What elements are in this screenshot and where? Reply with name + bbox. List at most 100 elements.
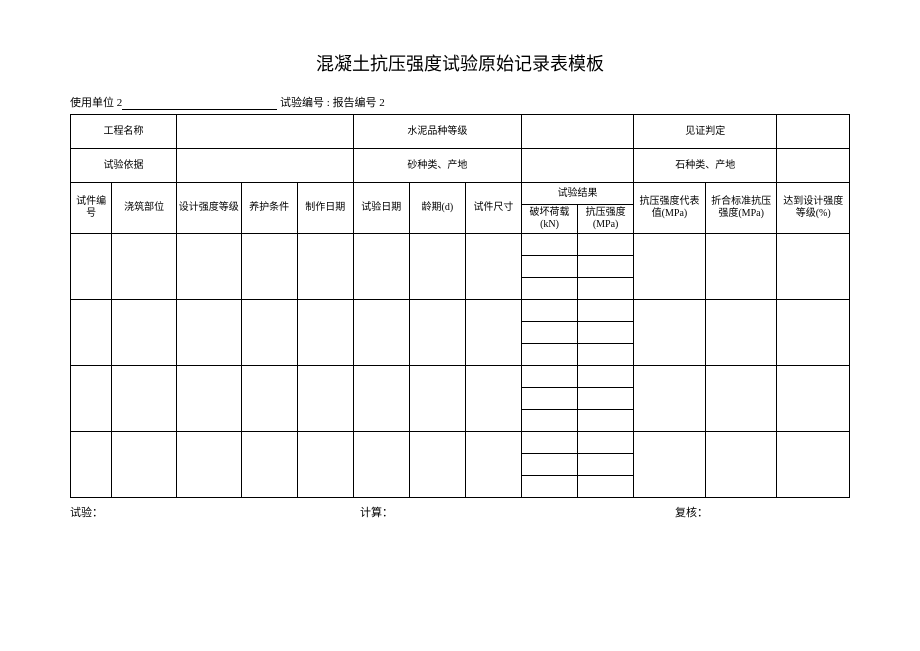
label-witness: 见证判定 bbox=[634, 115, 777, 149]
cell bbox=[297, 234, 353, 300]
cell bbox=[353, 234, 409, 300]
cell bbox=[176, 234, 241, 300]
footer-test: 试验： bbox=[70, 504, 360, 520]
footer-line: 试验： 计算： 复核： bbox=[70, 504, 850, 520]
footer-calc: 计算： bbox=[360, 504, 675, 520]
cell bbox=[521, 322, 577, 344]
val-stone bbox=[777, 149, 850, 183]
cell bbox=[521, 432, 577, 454]
cell bbox=[578, 322, 634, 344]
cell bbox=[465, 366, 521, 432]
label-sand: 砂种类、产地 bbox=[353, 149, 521, 183]
cell bbox=[578, 388, 634, 410]
cell bbox=[465, 432, 521, 498]
cell bbox=[521, 344, 577, 366]
hdr-reach-pct: 达到设计强度等级(%) bbox=[777, 183, 850, 234]
cell bbox=[176, 366, 241, 432]
hdr-spec-size: 试件尺寸 bbox=[465, 183, 521, 234]
cell bbox=[112, 432, 177, 498]
record-table: 工程名称 水泥品种等级 见证判定 试验依据 砂种类、产地 石种类、产地 试件编号… bbox=[70, 114, 850, 498]
cell bbox=[176, 432, 241, 498]
cell bbox=[634, 366, 706, 432]
cell bbox=[71, 432, 112, 498]
cell bbox=[578, 476, 634, 498]
cell bbox=[112, 234, 177, 300]
val-witness bbox=[777, 115, 850, 149]
cell bbox=[634, 234, 706, 300]
unit-label: 使用单位 2 bbox=[70, 97, 122, 109]
cell bbox=[578, 256, 634, 278]
cell bbox=[241, 234, 297, 300]
cell bbox=[409, 366, 465, 432]
label-project-name: 工程名称 bbox=[71, 115, 177, 149]
cell bbox=[241, 300, 297, 366]
hdr-pour-part: 浇筑部位 bbox=[112, 183, 177, 234]
cell bbox=[409, 300, 465, 366]
cell bbox=[705, 432, 777, 498]
hdr-test-date: 试验日期 bbox=[353, 183, 409, 234]
cell bbox=[521, 234, 577, 256]
hdr-comp-strength: 抗压强度(MPa) bbox=[578, 205, 634, 234]
cell bbox=[521, 388, 577, 410]
cell bbox=[409, 234, 465, 300]
cell bbox=[71, 234, 112, 300]
cell bbox=[521, 300, 577, 322]
cell bbox=[465, 234, 521, 300]
cell bbox=[705, 234, 777, 300]
cell bbox=[578, 344, 634, 366]
val-test-basis bbox=[176, 149, 353, 183]
cell bbox=[521, 256, 577, 278]
label-cement-grade: 水泥品种等级 bbox=[353, 115, 521, 149]
cell bbox=[521, 454, 577, 476]
cell bbox=[578, 432, 634, 454]
hdr-result-group: 试验结果 bbox=[521, 183, 633, 205]
cell bbox=[353, 366, 409, 432]
cell bbox=[297, 366, 353, 432]
hdr-design-grade: 设计强度等级 bbox=[176, 183, 241, 234]
unit-underline bbox=[122, 109, 277, 110]
label-test-basis: 试验依据 bbox=[71, 149, 177, 183]
cell bbox=[777, 432, 850, 498]
footer-review: 复核： bbox=[675, 504, 850, 520]
hdr-rep-val: 抗压强度代表值(MPa) bbox=[634, 183, 706, 234]
cell bbox=[705, 300, 777, 366]
cell bbox=[777, 300, 850, 366]
report-no-label: 报告编号 2 bbox=[333, 97, 385, 109]
hdr-std-comp: 折合标准抗压强度(MPa) bbox=[705, 183, 777, 234]
cell bbox=[112, 366, 177, 432]
cell bbox=[578, 366, 634, 388]
cell bbox=[705, 366, 777, 432]
cell bbox=[353, 432, 409, 498]
cell bbox=[634, 300, 706, 366]
hdr-make-date: 制作日期 bbox=[297, 183, 353, 234]
cell bbox=[578, 300, 634, 322]
cell bbox=[521, 476, 577, 498]
hdr-fail-load: 破坏荷载(kN) bbox=[521, 205, 577, 234]
val-sand bbox=[521, 149, 633, 183]
cell bbox=[578, 410, 634, 432]
cell bbox=[241, 366, 297, 432]
cell bbox=[297, 300, 353, 366]
cell bbox=[634, 432, 706, 498]
test-no-label: 试验编号 : bbox=[280, 97, 330, 109]
cell bbox=[521, 366, 577, 388]
val-cement-grade bbox=[521, 115, 633, 149]
cell bbox=[521, 410, 577, 432]
hdr-spec-no: 试件编号 bbox=[71, 183, 112, 234]
cell bbox=[71, 300, 112, 366]
cell bbox=[578, 234, 634, 256]
cell bbox=[465, 300, 521, 366]
cell bbox=[578, 278, 634, 300]
cell bbox=[71, 366, 112, 432]
meta-line: 使用单位 2 试验编号 : 报告编号 2 bbox=[70, 94, 850, 110]
cell bbox=[176, 300, 241, 366]
cell bbox=[112, 300, 177, 366]
cell bbox=[353, 300, 409, 366]
val-project-name bbox=[176, 115, 353, 149]
cell bbox=[241, 432, 297, 498]
cell bbox=[521, 278, 577, 300]
cell bbox=[409, 432, 465, 498]
label-stone: 石种类、产地 bbox=[634, 149, 777, 183]
hdr-cure-cond: 养护条件 bbox=[241, 183, 297, 234]
cell bbox=[777, 234, 850, 300]
